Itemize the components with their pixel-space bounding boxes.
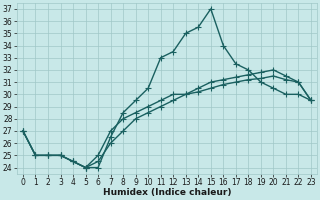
X-axis label: Humidex (Indice chaleur): Humidex (Indice chaleur): [103, 188, 231, 197]
